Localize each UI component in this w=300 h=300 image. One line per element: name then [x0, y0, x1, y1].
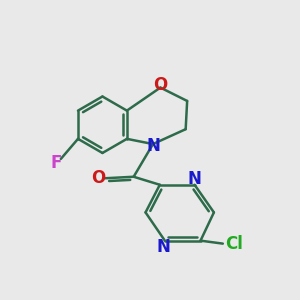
Text: N: N [146, 137, 160, 155]
Text: N: N [188, 170, 202, 188]
Text: O: O [91, 169, 105, 187]
Text: O: O [153, 76, 167, 94]
Text: N: N [156, 238, 170, 256]
Text: Cl: Cl [225, 235, 243, 253]
Text: F: F [51, 154, 62, 172]
